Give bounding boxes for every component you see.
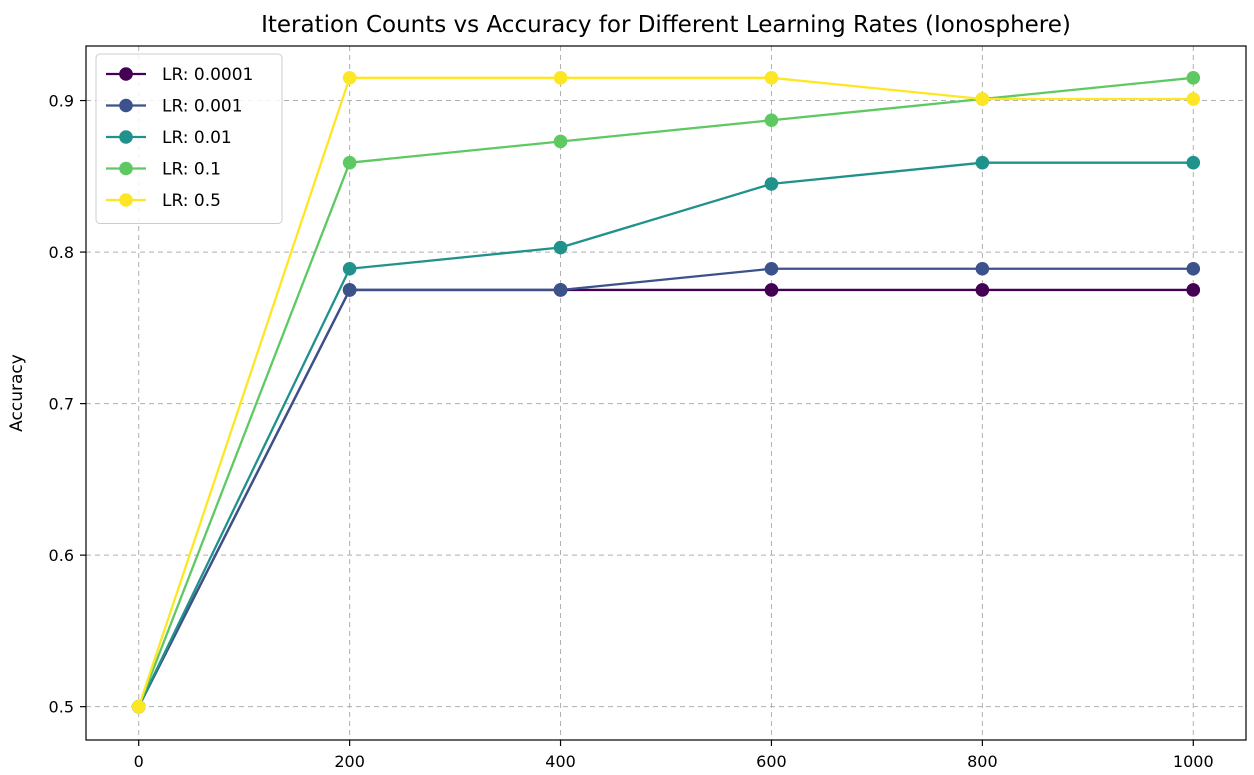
y-tick-label: 0.5 (49, 698, 74, 717)
legend-marker (119, 130, 133, 144)
chart-title: Iteration Counts vs Accuracy for Differe… (261, 12, 1071, 38)
data-point (342, 261, 357, 276)
grid (86, 46, 1246, 740)
data-point (975, 92, 990, 106)
legend-item: LR: 0.1 (106, 160, 221, 180)
data-point (553, 240, 568, 255)
legend-box (95, 53, 283, 224)
series-0 (131, 283, 1201, 714)
legend-item: LR: 0.5 (106, 191, 221, 211)
legend-item: LR: 0.0001 (106, 65, 253, 85)
series-3 (131, 71, 1201, 714)
series-line (137, 288, 1194, 708)
legend-label: LR: 0.1 (162, 160, 221, 180)
legend-marker (119, 67, 133, 81)
legend-marker (119, 193, 133, 207)
series-line (137, 76, 1194, 708)
series-line (137, 267, 1194, 708)
data-point (975, 261, 990, 276)
series-4 (131, 71, 1201, 714)
x-tick-label: 400 (545, 752, 576, 771)
data-point (764, 261, 779, 276)
data-point (764, 283, 779, 297)
x-tick-label: 600 (756, 752, 787, 771)
legend-item: LR: 0.01 (106, 128, 232, 148)
legend-label: LR: 0.01 (162, 128, 232, 148)
series-2 (131, 155, 1201, 714)
y-axis-label: Accuracy (7, 354, 27, 432)
legend: LR: 0.0001 LR: 0.001 LR: 0.01 LR: 0.1 LR: 0.… (95, 53, 283, 224)
data-point (1186, 261, 1201, 276)
data-point (975, 155, 990, 170)
data-point (342, 283, 357, 297)
data-point (1186, 92, 1201, 106)
legend-label: LR: 0.001 (162, 97, 243, 117)
data-point (1186, 71, 1201, 85)
series-1 (131, 261, 1201, 714)
data-point (553, 134, 568, 149)
data-point (1186, 283, 1201, 297)
y-tick-label: 0.9 (49, 92, 74, 111)
data-point (342, 71, 357, 85)
y-tick-label: 0.7 (49, 395, 74, 414)
data-point (553, 283, 568, 297)
legend-marker (119, 98, 133, 113)
y-tick-label: 0.8 (49, 243, 74, 262)
data-point (342, 155, 357, 170)
legend-marker (119, 161, 133, 176)
legend-item: LR: 0.001 (106, 97, 243, 117)
data-point (975, 283, 990, 297)
x-tick-label: 0 (134, 752, 144, 771)
x-tick-label: 1000 (1173, 752, 1214, 771)
plot-frame (85, 45, 1247, 741)
series-line (137, 161, 1194, 708)
legend-label: LR: 0.0001 (162, 65, 253, 85)
data-point (764, 177, 779, 191)
data-point (764, 113, 779, 128)
series-line (137, 76, 1194, 708)
data-point (553, 71, 568, 85)
series-group (131, 71, 1201, 714)
axes: 0 200 400 600 800 1000 0.5 0.6 0.7 0.8 0.9 (49, 45, 1247, 771)
data-point (131, 699, 146, 714)
legend-label: LR: 0.5 (162, 191, 221, 211)
data-point (764, 71, 779, 85)
data-point (1186, 155, 1201, 170)
y-tick-label: 0.6 (49, 546, 74, 565)
x-tick-label: 200 (334, 752, 365, 771)
x-tick-label: 800 (967, 752, 998, 771)
